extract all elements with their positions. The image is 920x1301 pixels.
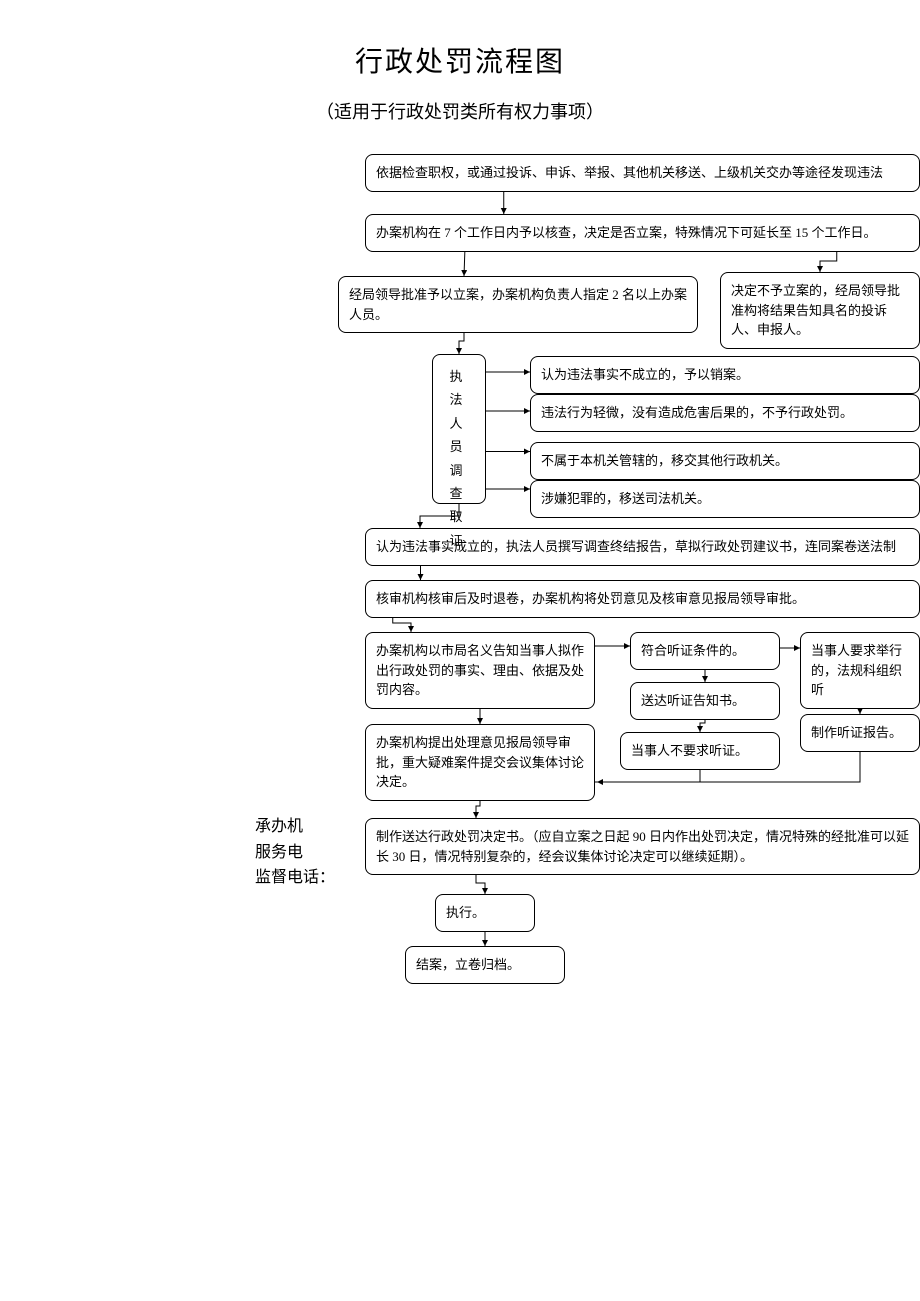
node-n11: 结案，立卷归档。 (405, 946, 565, 984)
node-investigate: 执 法人 员调 查取 证 (432, 354, 486, 504)
node-c3: 当事人不要求听证。 (620, 732, 780, 770)
node-n1: 依据检查职权，或通过投诉、申诉、举报、其他机关移送、上级机关交办等途径发现违法 (365, 154, 920, 192)
footer-line-1: 承办机 (255, 814, 335, 840)
node-b1: 认为违法事实不成立的，予以销案。 (530, 356, 920, 394)
node-n2: 办案机构在 7 个工作日内予以核查，决定是否立案，特殊情况下可延长至 15 个工… (365, 214, 920, 252)
page-title: 行政处罚流程图 (0, 40, 920, 80)
node-b4: 涉嫌犯罪的，移送司法机关。 (530, 480, 920, 518)
footer-line-2: 服务电 (255, 840, 335, 866)
footer-line-3: 监督电话： (255, 865, 335, 891)
node-n4: 决定不予立案的，经局领导批准构将结果告知具名的投诉人、申报人。 (720, 272, 920, 349)
node-c2: 送达听证告知书。 (630, 682, 780, 720)
page-subtitle: （适用于行政处罚类所有权力事项） (0, 98, 920, 124)
node-n3: 经局领导批准予以立案，办案机构负责人指定 2 名以上办案人员。 (338, 276, 698, 333)
node-c4: 当事人要求举行的，法规科组织听 (800, 632, 920, 709)
flowchart-canvas: 依据检查职权，或通过投诉、申诉、举报、其他机关移送、上级机关交办等途径发现违法办… (0, 154, 920, 1214)
node-n10: 执行。 (435, 894, 535, 932)
footer-labels: 承办机 服务电 监督电话： (255, 814, 335, 891)
node-n6: 核审机构核审后及时退卷，办案机构将处罚意见及核审意见报局领导审批。 (365, 580, 920, 618)
node-n9: 制作送达行政处罚决定书。（应自立案之日起 90 日内作出处罚决定，情况特殊的经批… (365, 818, 920, 875)
node-c5: 制作听证报告。 (800, 714, 920, 752)
node-b3: 不属于本机关管辖的，移交其他行政机关。 (530, 442, 920, 480)
node-b2: 违法行为轻微，没有造成危害后果的，不予行政处罚。 (530, 394, 920, 432)
node-n7: 办案机构以市局名义告知当事人拟作出行政处罚的事实、理由、依据及处罚内容。 (365, 632, 595, 709)
node-c1: 符合听证条件的。 (630, 632, 780, 670)
node-n8: 办案机构提出处理意见报局领导审批，重大疑难案件提交会议集体讨论决定。 (365, 724, 595, 801)
